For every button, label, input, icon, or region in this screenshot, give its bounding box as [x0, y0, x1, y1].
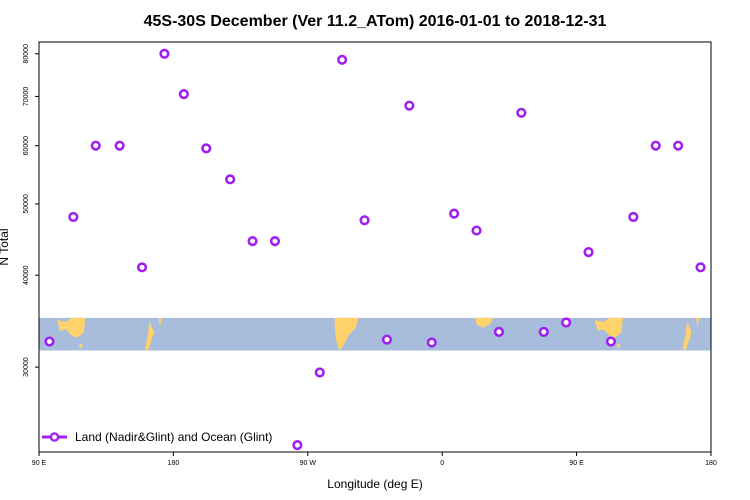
new-zealand-land-repeat: [682, 321, 692, 351]
data-point: [650, 140, 661, 151]
australia-land-repeat: [594, 317, 623, 338]
y-axis-label: N Total: [0, 228, 11, 265]
data-point: [493, 326, 505, 337]
data-point: [426, 337, 437, 348]
x-tick-label-2: 90 W: [300, 460, 317, 467]
x-axis: 90 E 180 90 W 0 90 E 180: [32, 452, 717, 467]
data-point: [628, 211, 639, 223]
new-zealand-north-land: [158, 317, 162, 328]
data-point: [404, 100, 415, 111]
y-tick-label-5: 80000: [23, 44, 30, 64]
legend-marker: [49, 432, 60, 442]
x-tick-label-1: 180: [168, 460, 180, 467]
data-point: [314, 367, 325, 378]
legend-label: Land (Nadir&Glint) and Ocean (Glint): [75, 430, 272, 444]
data-point: [159, 48, 170, 59]
data-point: [114, 140, 125, 151]
data-point: [68, 211, 79, 223]
x-tick-label-0: 90 E: [32, 460, 47, 467]
data-point: [269, 236, 281, 247]
data-point: [516, 107, 527, 118]
data-point: [673, 140, 684, 151]
australia-land: [56, 317, 86, 338]
y-tick-label-3: 60000: [23, 136, 30, 156]
africa-land: [475, 317, 493, 328]
x-tick-label-5: 180: [705, 460, 717, 467]
data-point: [583, 247, 594, 258]
data-point: [471, 225, 482, 236]
data-point: [90, 140, 101, 151]
new-zealand-north-land-repeat: [696, 317, 700, 328]
data-point: [605, 336, 617, 347]
chart-title: 45S-30S December (Ver 11.2_ATom) 2016-01…: [144, 13, 607, 30]
data-point: [136, 262, 148, 273]
data-point: [561, 317, 572, 328]
x-tick-label-3: 0: [440, 460, 444, 467]
x-tick-label-4: 90 E: [569, 460, 584, 467]
data-point: [292, 440, 303, 451]
data-point: [695, 262, 706, 273]
data-point: [225, 174, 236, 185]
y-axis: 30000 40000 50000 60000 70000 80000: [23, 44, 39, 377]
legend: Land (Nadir&Glint) and Ocean (Glint): [42, 430, 272, 444]
world-map-strip: [39, 317, 711, 351]
data-point: [359, 215, 370, 226]
data-point: [381, 334, 393, 345]
island-land-0: [79, 343, 83, 348]
new-zealand-land: [145, 321, 154, 351]
data-point: [449, 208, 460, 219]
data-point: [44, 336, 55, 347]
plot-frame: [38, 41, 712, 453]
y-tick-label-1: 40000: [23, 265, 30, 285]
y-tick-label-2: 50000: [23, 194, 30, 214]
island-land-1: [616, 343, 621, 348]
y-tick-label-4: 70000: [23, 87, 30, 107]
south-america-land: [334, 317, 359, 351]
data-point: [538, 326, 549, 337]
data-point: [247, 236, 258, 247]
data-point: [178, 89, 189, 100]
x-axis-label: Longitude (deg E): [327, 477, 422, 491]
data-point: [337, 54, 348, 65]
data-point: [201, 143, 212, 154]
data-points: [44, 48, 706, 451]
y-tick-label-0: 30000: [23, 357, 30, 377]
